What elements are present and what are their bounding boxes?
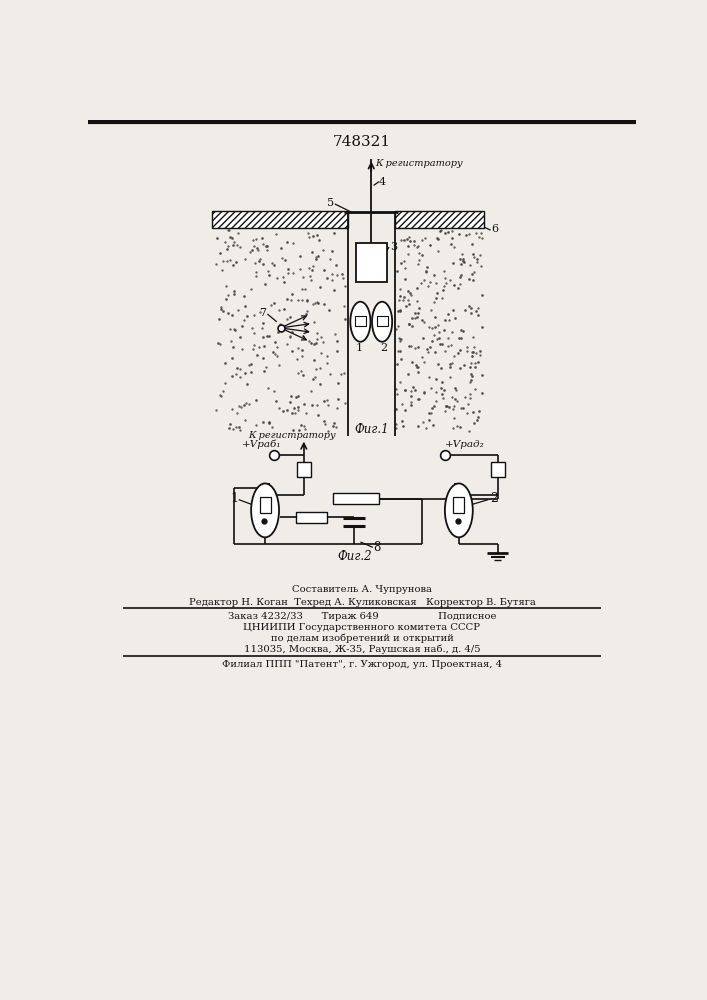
- Text: 7: 7: [259, 308, 267, 318]
- Text: 1: 1: [356, 343, 363, 353]
- Text: по делам изобретений и открытий: по делам изобретений и открытий: [271, 633, 453, 643]
- Bar: [296, 512, 327, 523]
- Text: 5: 5: [327, 198, 334, 208]
- Bar: [377, 316, 387, 326]
- Text: Фиг.1: Фиг.1: [354, 423, 389, 436]
- Text: Филиал ППП "Патент", г. Ужгород, ул. Проектная, 4: Филиал ППП "Патент", г. Ужгород, ул. Про…: [222, 660, 502, 669]
- Bar: [259, 497, 271, 513]
- Ellipse shape: [351, 302, 370, 342]
- Text: 113035, Москва, Ж-35, Раушская наб., д. 4/5: 113035, Москва, Ж-35, Раушская наб., д. …: [244, 644, 480, 654]
- Text: 6: 6: [491, 224, 498, 234]
- Text: ЦНИИПИ Государственного комитета СССР: ЦНИИПИ Государственного комитета СССР: [243, 623, 481, 632]
- Ellipse shape: [251, 483, 279, 537]
- Text: Составитель А. Чупрунова: Составитель А. Чупрунова: [292, 585, 432, 594]
- Bar: [332, 493, 379, 504]
- Bar: [355, 316, 366, 326]
- Text: 3: 3: [390, 242, 397, 252]
- Text: +Vрад₂: +Vрад₂: [445, 440, 485, 449]
- Bar: [453, 497, 464, 513]
- Text: +Vраб₁: +Vраб₁: [242, 439, 281, 449]
- Text: Фиг.2: Фиг.2: [337, 550, 371, 563]
- Ellipse shape: [372, 302, 392, 342]
- Text: 4: 4: [379, 177, 386, 187]
- Text: Заказ 4232/33      Тираж 649                   Подписное: Заказ 4232/33 Тираж 649 Подписное: [228, 612, 496, 621]
- Bar: [297, 462, 311, 477]
- Ellipse shape: [445, 483, 473, 537]
- Text: 2: 2: [380, 343, 387, 353]
- Text: К регистратору: К регистратору: [375, 159, 463, 168]
- Bar: [491, 462, 505, 477]
- Text: 8: 8: [373, 541, 381, 554]
- Text: 1: 1: [230, 492, 238, 505]
- Bar: [212, 211, 348, 228]
- Text: Редактор Н. Коган  Техред А. Куликовская   Корректор В. Бутяга: Редактор Н. Коган Техред А. Куликовская …: [189, 598, 535, 607]
- Text: К регистратору: К регистратору: [248, 431, 336, 440]
- Bar: [356, 243, 387, 282]
- Bar: [395, 211, 484, 228]
- Text: 2: 2: [490, 492, 498, 505]
- Text: 748321: 748321: [333, 135, 391, 149]
